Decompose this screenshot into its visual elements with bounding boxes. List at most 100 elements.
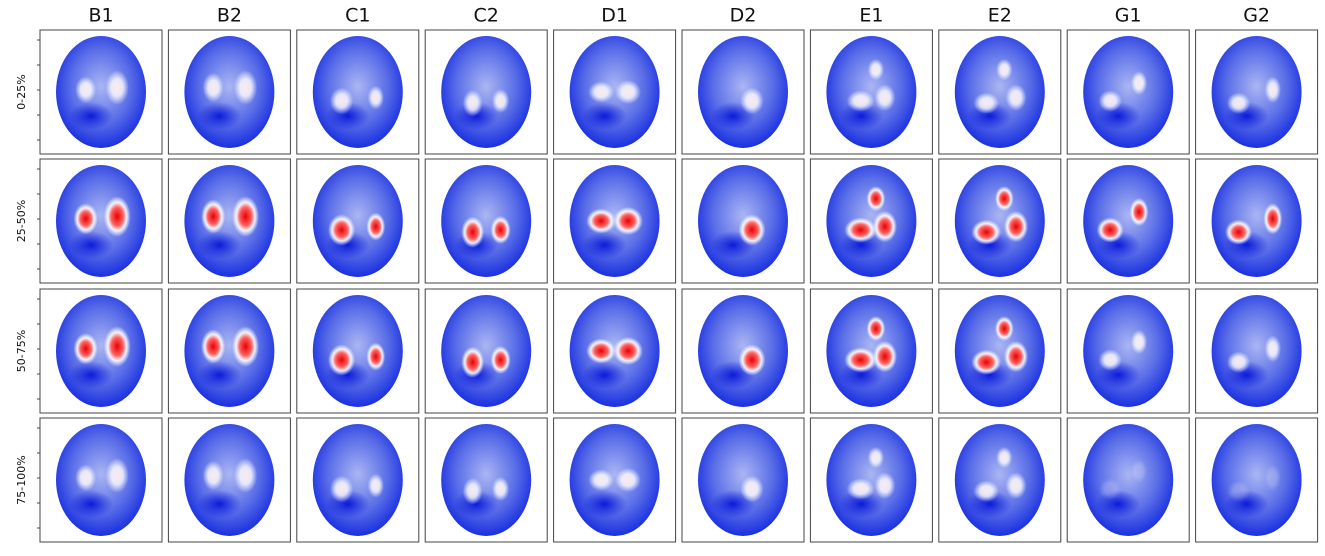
heatmap-dark	[69, 490, 113, 518]
heatmap-blob	[613, 206, 643, 236]
heatmap-blob	[844, 347, 877, 373]
heatmap-dark	[839, 490, 884, 518]
heatmap-bg	[312, 295, 403, 407]
heatmap-bg	[1211, 295, 1302, 407]
heatmap-blob	[615, 79, 641, 105]
heatmap-blob	[75, 76, 97, 104]
row-label: 75-100%	[15, 455, 28, 504]
heatmap-blob	[874, 84, 896, 112]
heatmap-bg	[184, 424, 275, 536]
column-label: C2	[474, 5, 499, 27]
heatmap-dark	[582, 102, 627, 130]
heatmap-blob	[490, 345, 511, 375]
heatmap-blob	[1096, 217, 1124, 243]
heatmap-blob	[867, 58, 885, 81]
heatmap-blob	[1098, 90, 1122, 112]
heatmap-bg	[1211, 36, 1302, 148]
heatmap-bg	[56, 295, 146, 407]
heatmap-blob	[971, 349, 1002, 375]
heatmap-blob	[329, 87, 354, 115]
heatmap-blob	[872, 210, 898, 243]
heatmap-blob	[491, 476, 510, 502]
heatmap-bg	[569, 36, 660, 148]
heatmap-blob	[73, 333, 98, 365]
heatmap-bg	[441, 165, 532, 277]
heatmap-dark	[197, 361, 242, 389]
heatmap-blob	[201, 199, 226, 234]
heatmap-bg	[184, 36, 275, 148]
heatmap-blob	[586, 338, 616, 364]
heatmap-dark	[197, 102, 242, 130]
heatmap-bg	[1083, 295, 1174, 407]
heatmap-blob	[1129, 197, 1149, 227]
heatmap-bg	[954, 295, 1045, 407]
heatmap-bg	[826, 36, 917, 148]
column-label: D2	[730, 5, 757, 27]
heatmap-bg	[698, 424, 788, 536]
heatmap-blob	[73, 203, 98, 235]
heatmap-blob	[1003, 210, 1029, 243]
heatmap-blob	[1130, 458, 1148, 484]
heatmap-blob	[1226, 351, 1251, 373]
heatmap-blob	[462, 89, 483, 117]
heatmap-bg	[312, 36, 403, 148]
heatmap-bg	[312, 165, 403, 277]
heatmap-blob	[367, 473, 384, 498]
heatmap-blob	[994, 186, 1014, 212]
heatmap-blob	[1098, 478, 1122, 500]
heatmap-bg	[56, 36, 146, 148]
row-label: 0-25%	[15, 74, 28, 109]
heatmap-blob	[202, 460, 224, 491]
heatmap-blob	[971, 219, 1002, 245]
heatmap-blob	[973, 480, 1000, 502]
heatmap-blob	[202, 72, 224, 103]
column-label: B1	[88, 5, 113, 27]
heatmap-bg	[954, 36, 1045, 148]
heatmap-blob	[588, 81, 614, 103]
column-label: E1	[859, 5, 883, 27]
heatmap-blob	[1130, 70, 1148, 96]
heatmap-dark	[69, 361, 113, 389]
heatmap-blob	[103, 196, 131, 237]
heatmap-blob	[846, 90, 875, 112]
heatmap-blob	[872, 340, 898, 373]
heatmap-blob	[1005, 84, 1027, 112]
heatmap-blob	[1263, 203, 1283, 235]
heatmap-blob	[1226, 92, 1251, 114]
heatmap-bg	[184, 165, 275, 277]
heatmap-blob	[367, 85, 384, 110]
heatmap-blob	[866, 186, 886, 212]
heatmap-blob	[201, 329, 226, 364]
heatmap-bg	[1083, 36, 1174, 148]
heatmap-blob	[366, 212, 386, 241]
heatmap-blob	[996, 446, 1013, 469]
heatmap-blob	[613, 336, 643, 366]
heatmap-bg	[441, 424, 532, 536]
heatmap-blob	[738, 214, 766, 246]
heatmap-blob	[1130, 329, 1148, 355]
heatmap-blob	[1264, 335, 1281, 363]
heatmap-blob	[232, 326, 260, 367]
heatmap-blob	[233, 70, 258, 105]
column-label: D1	[601, 5, 628, 27]
heatmap-bg	[954, 424, 1045, 536]
heatmap-blob	[996, 58, 1013, 81]
heatmap-bg	[954, 165, 1045, 277]
heatmap-blob	[1264, 464, 1281, 492]
heatmap-blob	[105, 458, 129, 493]
column-label: G1	[1115, 5, 1142, 27]
heatmap-bg	[1211, 165, 1302, 277]
heatmap-blob	[740, 475, 764, 503]
heatmap-dark	[197, 490, 242, 518]
heatmap-bg	[441, 295, 532, 407]
heatmap-blob	[615, 467, 641, 493]
column-label: G2	[1243, 5, 1270, 27]
heatmap-blob	[462, 477, 483, 505]
row-label: 25-50%	[15, 200, 28, 242]
heatmap-blob	[1226, 480, 1251, 502]
heatmap-blob	[103, 326, 131, 367]
heatmap-blob	[740, 87, 764, 115]
heatmap-dark	[69, 231, 113, 259]
heatmap-blob	[461, 346, 485, 378]
